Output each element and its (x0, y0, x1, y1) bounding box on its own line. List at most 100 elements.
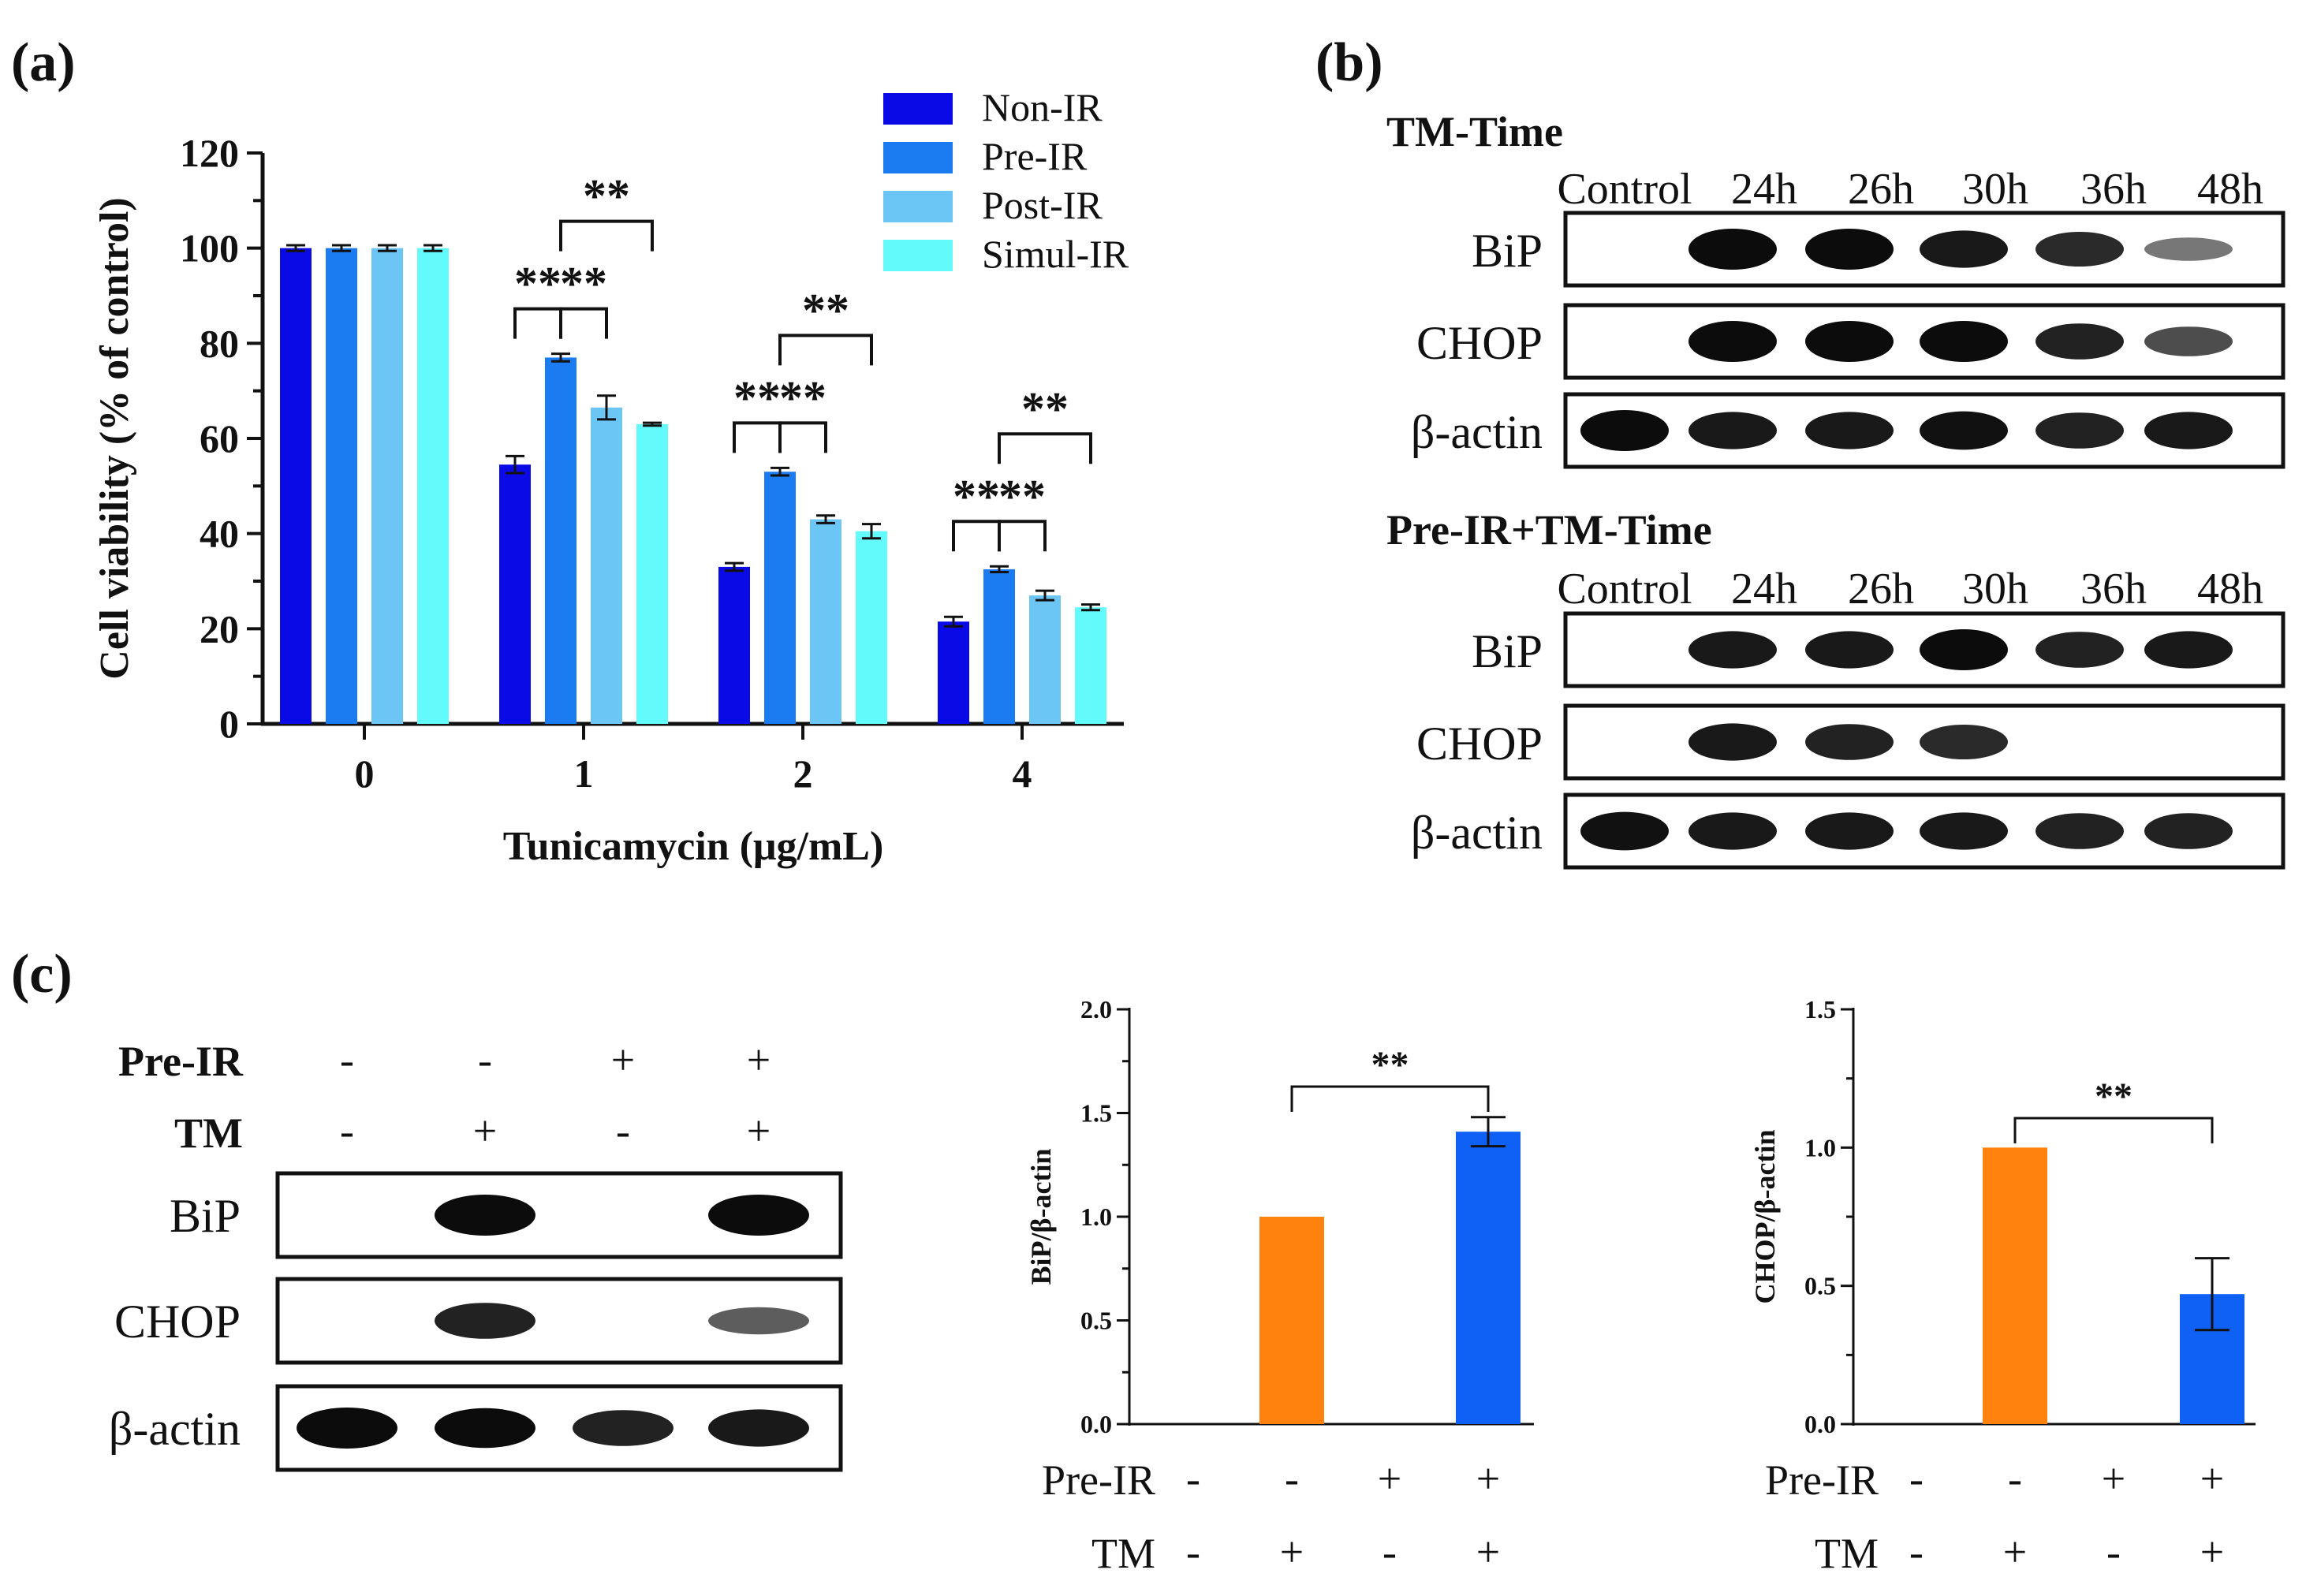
bar-pre-ir (983, 569, 1015, 724)
significance-label: ** (514, 258, 562, 310)
x-tick-label: 1 (574, 751, 594, 796)
blot-column-label: 24h (1731, 565, 1797, 613)
y-tick-label: 1.5 (1804, 995, 1836, 1024)
y-axis-title: Cell viability (% of control) (92, 197, 137, 679)
significance-label: ** (2095, 1076, 2132, 1117)
bar-simul-ir (856, 531, 887, 724)
bar (1456, 1132, 1521, 1424)
bar-post-ir (591, 407, 622, 724)
significance-label: ** (583, 170, 630, 222)
blot-row-label: BiP (170, 1190, 241, 1242)
condition-sign: + (747, 1107, 771, 1154)
significance-bracket (559, 219, 654, 252)
blot-band (1920, 411, 2008, 450)
significance-bracket (2013, 1117, 2214, 1143)
significance-bracket (778, 421, 827, 453)
condition-sign: + (2102, 1455, 2125, 1502)
condition-sign: - (2106, 1528, 2121, 1575)
blot-band (1688, 723, 1777, 761)
blot-column-label: 24h (1731, 165, 1797, 214)
y-tick-label: 40 (200, 512, 239, 556)
blot-band (1688, 631, 1777, 669)
condition-sign: + (2200, 1528, 2224, 1575)
blot-band (1580, 811, 1669, 851)
significance-label: ** (998, 470, 1046, 522)
blot-row-label: BiP (1472, 625, 1543, 677)
condition-label: TM (1091, 1530, 1155, 1577)
panel-b-western-blots: TM-Time Control 24h 26h 30h 36h 48h BiP CHOP β-ac… (1386, 108, 2285, 870)
condition-label: Pre-IR (118, 1038, 244, 1085)
blot-band (1805, 724, 1894, 760)
y-tick-label: 2.0 (1080, 995, 1112, 1024)
blot-band (2144, 813, 2233, 849)
legend-label: Pre-IR (982, 134, 1088, 178)
blot-band (2035, 813, 2124, 849)
blot-row-label: β-actin (1411, 406, 1543, 458)
condition-label: TM (174, 1109, 243, 1157)
blot-band (573, 1410, 674, 1446)
blot-band (1920, 629, 2008, 670)
legend-swatch (883, 142, 953, 173)
blot-band (1805, 631, 1894, 669)
blot-band (1805, 229, 1894, 270)
panel-c-western-blot: Pre-IR TM - - + + - + - + BiP CHOP β-actin (109, 1036, 843, 1472)
condition-sign: - (616, 1107, 630, 1154)
blot-band (2144, 631, 2233, 669)
blot-band (1805, 321, 1894, 362)
significance-label: ** (1371, 1044, 1409, 1086)
panel-label-b: (b) (1315, 32, 1383, 93)
legend-label: Simul-IR (982, 232, 1129, 276)
y-tick-label: 0 (219, 702, 239, 746)
condition-label: TM (1815, 1530, 1879, 1577)
condition-sign: + (473, 1107, 497, 1154)
significance-bracket (998, 432, 1092, 464)
significance-bracket (952, 520, 1001, 552)
blot-row-label: β-actin (109, 1403, 241, 1455)
significance-label: ** (779, 371, 827, 423)
blot-band (1688, 412, 1777, 449)
legend-label: Post-IR (982, 183, 1103, 227)
blot-column-label: 26h (1848, 565, 1914, 613)
blot-band (1688, 229, 1777, 270)
condition-sign: - (478, 1036, 492, 1083)
blot-band (435, 1195, 535, 1236)
blot-band (297, 1408, 397, 1449)
significance-label: ** (1021, 382, 1069, 434)
y-tick-label: 100 (180, 226, 239, 270)
blot-row-label: CHOP (1416, 317, 1543, 369)
blot-column-label: 36h (2080, 165, 2147, 214)
blot-band (1805, 412, 1894, 449)
significance-bracket (1290, 1085, 1490, 1112)
blot-band (1920, 321, 2008, 362)
condition-sign: + (747, 1036, 771, 1083)
blot-column-label: Control (1557, 565, 1692, 613)
y-tick-label: 1.5 (1080, 1099, 1112, 1128)
y-tick-label: 60 (200, 416, 239, 461)
y-axis-title: CHOP/β-actin (1749, 1130, 1781, 1304)
bar-simul-ir (417, 248, 449, 725)
condition-sign: + (1476, 1455, 1500, 1502)
blot-band (2144, 412, 2233, 449)
legend-swatch (883, 93, 953, 125)
bar-post-ir (371, 248, 403, 725)
y-tick-label: 120 (180, 131, 239, 175)
blot-title: Pre-IR+TM-Time (1386, 506, 1712, 554)
blot-band (435, 1408, 535, 1449)
significance-label: ** (560, 258, 607, 310)
significance-label: ** (802, 284, 849, 336)
condition-sign: + (2200, 1455, 2224, 1502)
bar-simul-ir (636, 423, 668, 724)
panel-label-a: (a) (11, 32, 76, 93)
legend-swatch (883, 191, 953, 222)
significance-bracket (559, 307, 608, 339)
blot-band (1920, 812, 2008, 850)
condition-sign: - (1382, 1528, 1397, 1575)
condition-sign: - (1186, 1528, 1200, 1575)
condition-sign: - (1285, 1455, 1299, 1502)
blot-row-label: CHOP (1416, 718, 1543, 770)
y-tick-label: 0.5 (1804, 1272, 1836, 1300)
y-tick-label: 0.0 (1804, 1410, 1836, 1438)
legend-swatch (883, 240, 953, 271)
